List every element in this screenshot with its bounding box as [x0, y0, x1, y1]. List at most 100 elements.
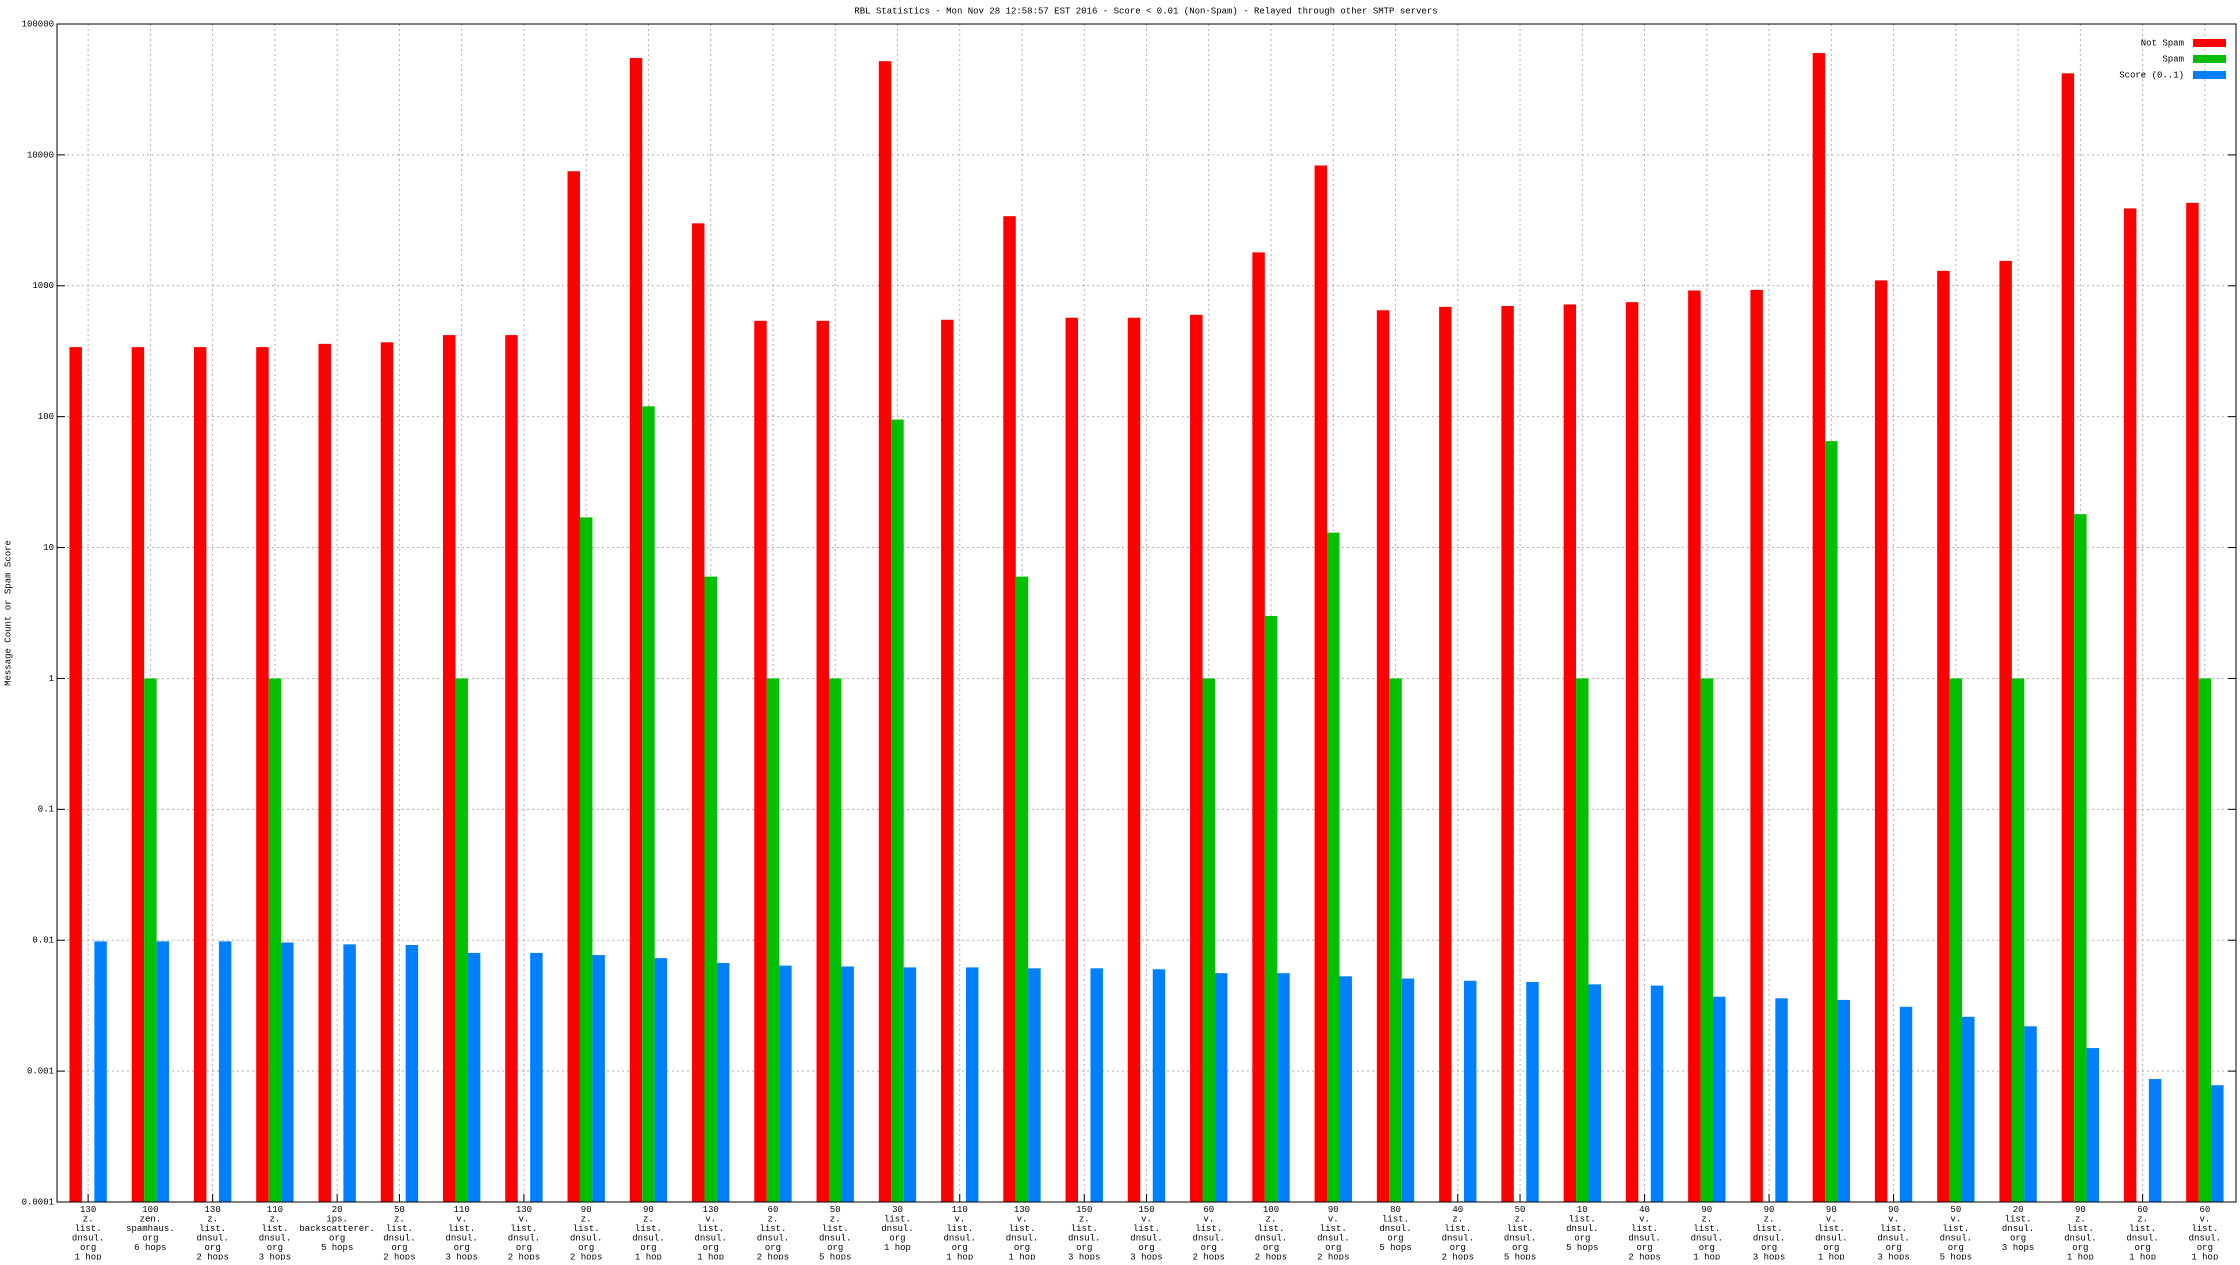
x-tick-label-line: 60 [1203, 1205, 1214, 1215]
x-tick-label-line: list. [1693, 1224, 1720, 1234]
x-tick-label-line: 2 hops [383, 1253, 415, 1260]
x-tick-label-line: org [1014, 1243, 1030, 1253]
x-tick-label-line: list. [2067, 1224, 2094, 1234]
bar [841, 966, 854, 1202]
x-tick-label-line: org [1948, 1243, 1964, 1253]
x-tick-label-line: org [205, 1243, 221, 1253]
x-tick-label-line: z. [1701, 1215, 1712, 1225]
bar [2086, 1048, 2100, 1202]
x-tick-label-line: 90 [1826, 1205, 1837, 1215]
bar [816, 320, 829, 1203]
x-tick-label-line: dnsul. [1317, 1234, 1349, 1244]
x-tick-label-line: v. [456, 1215, 467, 1225]
x-tick-label-line: v. [2199, 1215, 2210, 1225]
bar [131, 347, 145, 1202]
bar [1314, 165, 1328, 1202]
x-tick-label-line: 90 [1888, 1205, 1899, 1215]
x-tick-label-line: 1 hop [1818, 1253, 1845, 1260]
x-tick-label-line: 5 hops [1379, 1243, 1411, 1253]
bar [1464, 980, 1477, 1202]
bar [1003, 216, 1016, 1203]
x-tick-label-line: dnsul. [196, 1234, 228, 1244]
x-tick-label-line: 5 hops [321, 1243, 353, 1253]
x-tick-label-line: 2 hops [1442, 1253, 1474, 1260]
x-tick-label-line: 40 [1452, 1205, 1463, 1215]
x-tick-label-line: 1 hop [697, 1253, 724, 1260]
x-tick-label: 50 z. list. dnsul. org 2 hops [383, 1205, 415, 1260]
bar [1439, 306, 1452, 1203]
bar [1015, 576, 1029, 1202]
x-tick-label: 130 v. list. dnsul. org 1 hop [1006, 1205, 1038, 1260]
bar [1962, 1016, 1975, 1202]
bar [1252, 252, 1265, 1202]
x-tick-label-line: 40 [1639, 1205, 1650, 1215]
bar [878, 61, 892, 1203]
x-tick-label-line: v. [519, 1215, 530, 1225]
x-tick-label-line: 50 [830, 1205, 841, 1215]
x-tick-label: 150 v. list. dnsul. org 3 hops [1130, 1205, 1162, 1260]
x-tick-label-line: dnsul. [1379, 1224, 1411, 1234]
x-tick-label-line: backscatterer. [299, 1224, 375, 1234]
x-tick-label-line: dnsul. [72, 1234, 104, 1244]
bar [2186, 202, 2199, 1203]
y-tick-label: 0.01 [32, 936, 54, 946]
bar [256, 347, 269, 1202]
bar [380, 342, 394, 1202]
bar [455, 678, 468, 1202]
x-tick-label-line: 3 hops [2002, 1243, 2034, 1253]
bar [1949, 678, 1963, 1202]
x-tick-label-line: list. [697, 1224, 724, 1234]
x-tick-label-line: org [1885, 1243, 1901, 1253]
x-tick-label-line: 2 hops [1317, 1253, 1349, 1260]
x-tick-label-line: org [2072, 1243, 2088, 1253]
x-tick-label-line: z. [394, 1215, 405, 1225]
legend-swatch [2193, 55, 2226, 63]
x-tick-label-line: 5 hops [1566, 1243, 1598, 1253]
x-tick-label-line: org [142, 1234, 158, 1244]
x-tick-label-line: org [391, 1243, 407, 1253]
x-tick-label-line: 10 [1577, 1205, 1588, 1215]
x-tick-label-line: 2 hops [1255, 1253, 1287, 1260]
x-tick-label: 50 z. list. dnsul. org 5 hops [819, 1205, 851, 1260]
x-tick-label-line: org [1263, 1243, 1279, 1253]
x-tick-label-line: 90 [1328, 1205, 1339, 1215]
bar [1700, 678, 1714, 1202]
bar [193, 347, 207, 1202]
bar [268, 678, 282, 1202]
x-tick-label-line: org [1574, 1234, 1590, 1244]
x-tick-label: 60 v. list. dnsul. org 2 hops [1193, 1205, 1225, 1260]
bar [1401, 978, 1415, 1202]
x-tick-label-line: 100 [142, 1205, 158, 1215]
x-tick-label: 10 list. dnsul. org 5 hops [1566, 1205, 1598, 1253]
y-tick-label: 0.001 [27, 1066, 54, 1076]
x-tick-label-line: org [1201, 1243, 1217, 1253]
x-tick-label: 90 v. list. dnsul. org 1 hop [1815, 1205, 1847, 1260]
x-tick-label: 20 list. dnsul. org 3 hops [2002, 1205, 2034, 1253]
bar [2211, 1085, 2224, 1202]
x-tick-label-line: dnsul. [1815, 1234, 1847, 1244]
bar [716, 962, 730, 1202]
x-tick-label-line: 150 [1076, 1205, 1092, 1215]
x-tick-label-line: 90 [1701, 1205, 1712, 1215]
bar [1999, 260, 2012, 1202]
y-tick-label: 10 [43, 543, 54, 553]
x-tick-label-line: list. [510, 1224, 537, 1234]
x-tick-label-line: 20 [2013, 1205, 2024, 1215]
x-tick-label-line: org [1823, 1243, 1839, 1253]
bar [1713, 996, 1726, 1202]
x-tick-label: 150 z. list. dnsul. org 3 hops [1068, 1205, 1100, 1260]
x-tick-label-line: 90 [643, 1205, 654, 1215]
x-tick-label-line: dnsul. [1068, 1234, 1100, 1244]
x-tick-label-line: list. [1382, 1215, 1409, 1225]
bar [828, 678, 842, 1202]
x-tick-label-line: org [765, 1243, 781, 1253]
x-tick-label-line: z. [830, 1215, 841, 1225]
x-tick-label: 90 z. list. dnsul. org 1 hop [632, 1205, 664, 1260]
x-tick-label-line: 2 hops [757, 1253, 789, 1260]
x-tick-label-line: list. [1942, 1224, 1969, 1234]
x-tick-label-line: org [703, 1243, 719, 1253]
x-tick-label-line: list. [1071, 1224, 1098, 1234]
x-tick-label-line: v. [1141, 1215, 1152, 1225]
bar [467, 952, 481, 1202]
x-tick-label-line: 5 hops [819, 1253, 851, 1260]
